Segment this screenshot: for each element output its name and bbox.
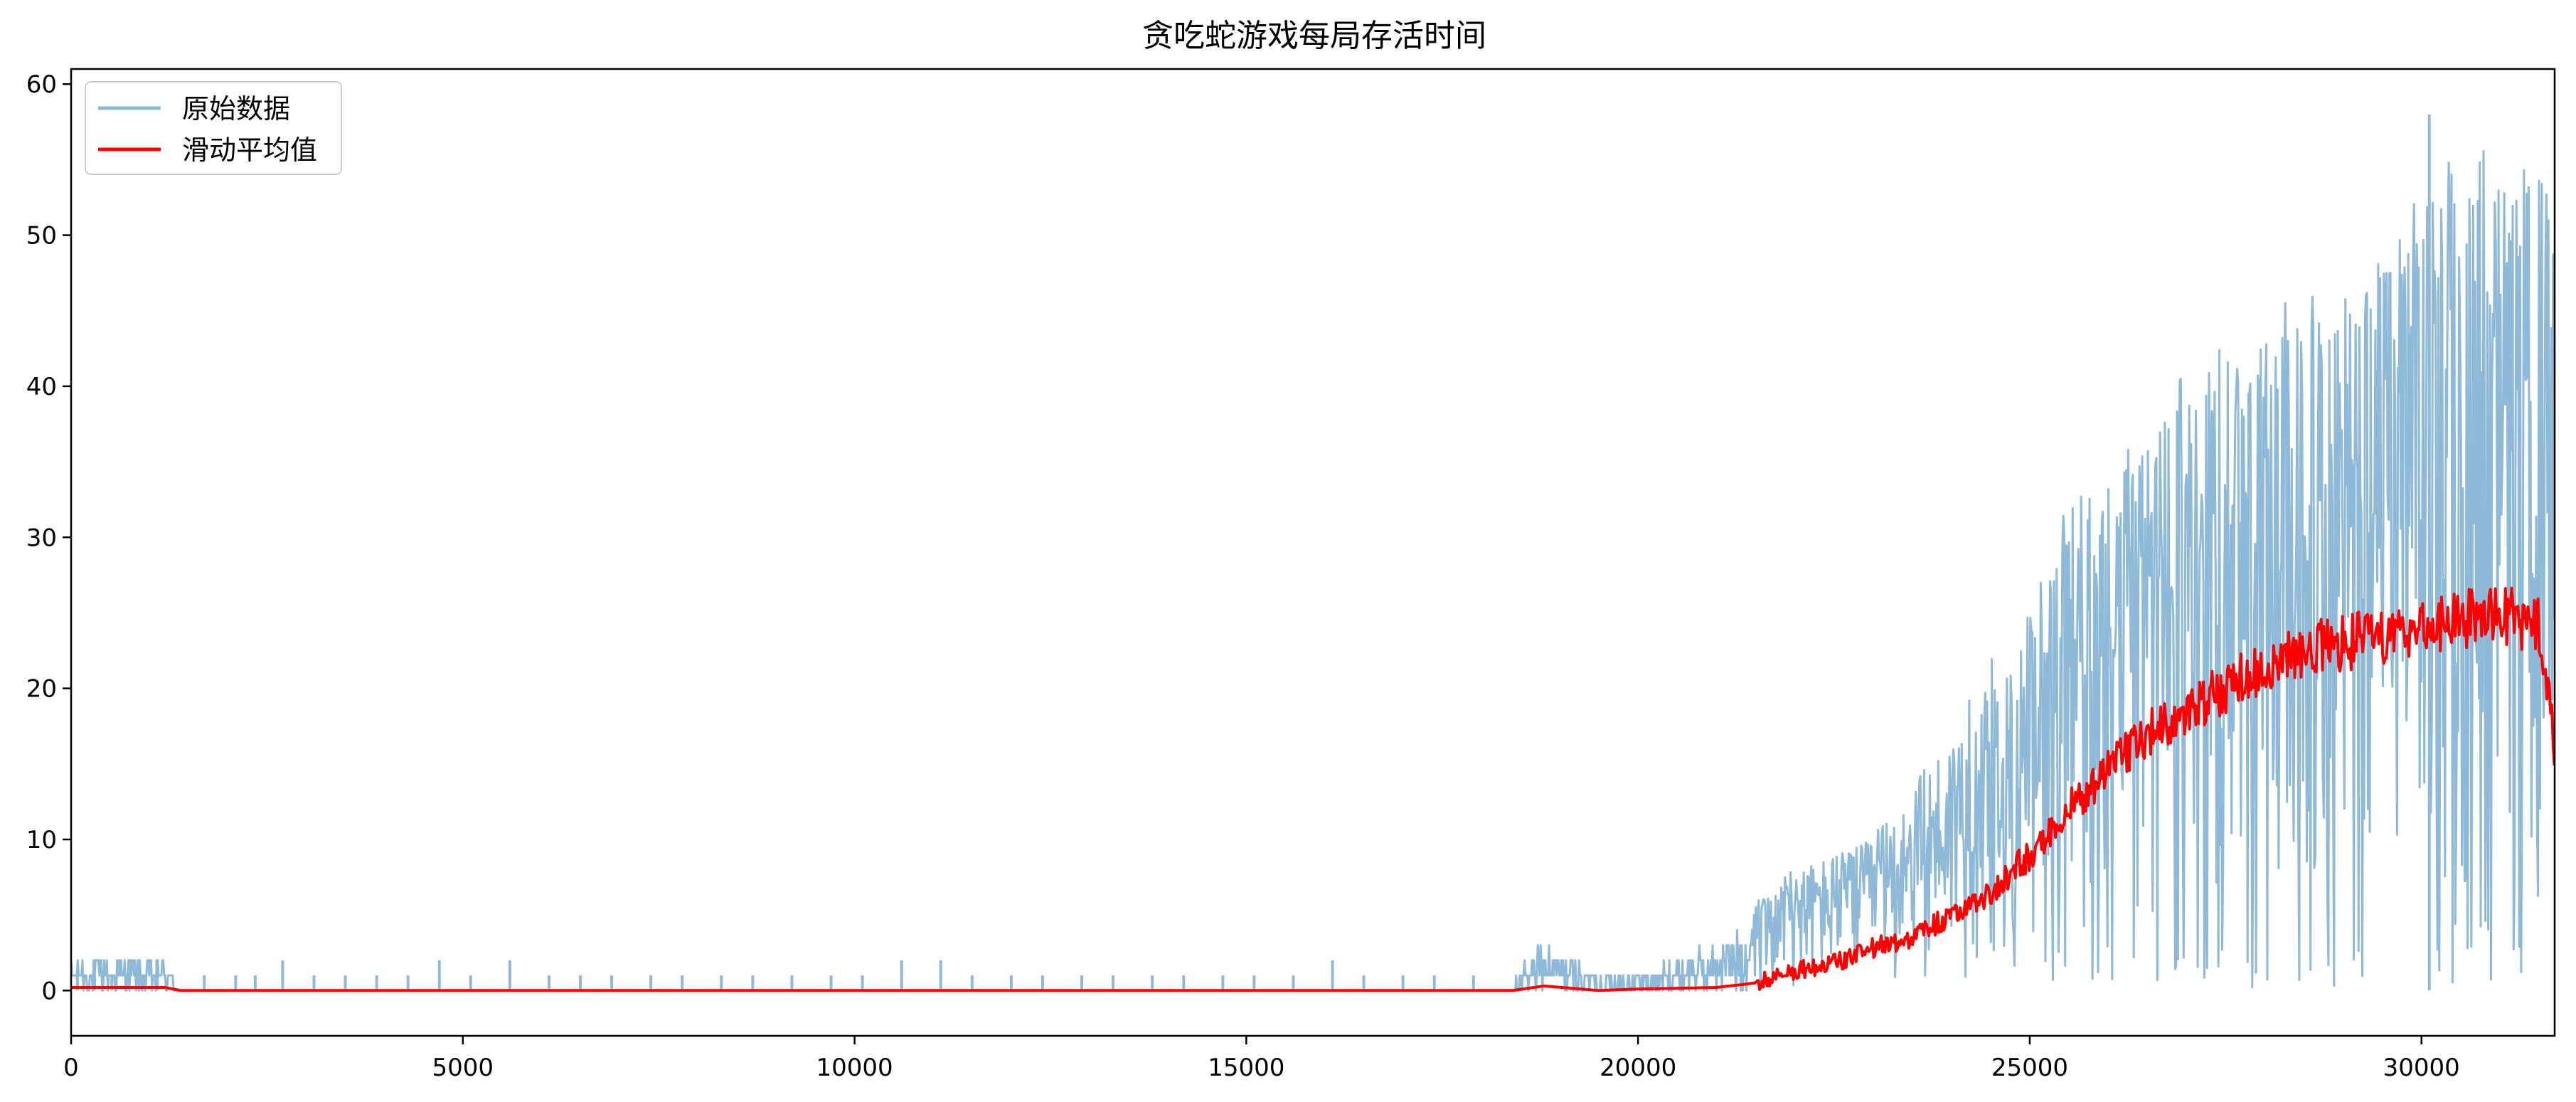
y-tick-label: 30 [26, 524, 57, 552]
y-axis: 0 10 20 30 40 50 60 [26, 70, 71, 1005]
legend: 原始数据 滑动平均值 [85, 81, 342, 175]
y-tick-label: 0 [41, 977, 57, 1005]
x-tick-label: 20000 [1600, 1054, 1676, 1082]
y-tick-label: 20 [26, 675, 57, 704]
legend-raw-label: 原始数据 [182, 93, 290, 124]
y-tick-label: 50 [26, 222, 57, 250]
x-tick-label: 25000 [1991, 1054, 2068, 1082]
x-tick-label: 0 [63, 1054, 79, 1082]
x-axis: 0 5000 10000 15000 20000 25000 30000 [63, 1036, 2460, 1082]
chart-title: 贪吃蛇游戏每局存活时间 [1142, 18, 1486, 54]
x-tick-label: 30000 [2383, 1054, 2460, 1082]
legend-avg-label: 滑动平均值 [182, 134, 317, 166]
plot-frame [70, 68, 2556, 1037]
moving-average-series [71, 586, 2555, 992]
y-tick-label: 60 [26, 70, 57, 99]
moving-average-line [71, 586, 2555, 992]
x-tick-label: 10000 [816, 1054, 893, 1082]
y-tick-label: 10 [26, 826, 57, 854]
y-tick-label: 40 [26, 373, 57, 401]
x-tick-label: 5000 [432, 1054, 494, 1082]
x-tick-label: 15000 [1208, 1054, 1284, 1082]
